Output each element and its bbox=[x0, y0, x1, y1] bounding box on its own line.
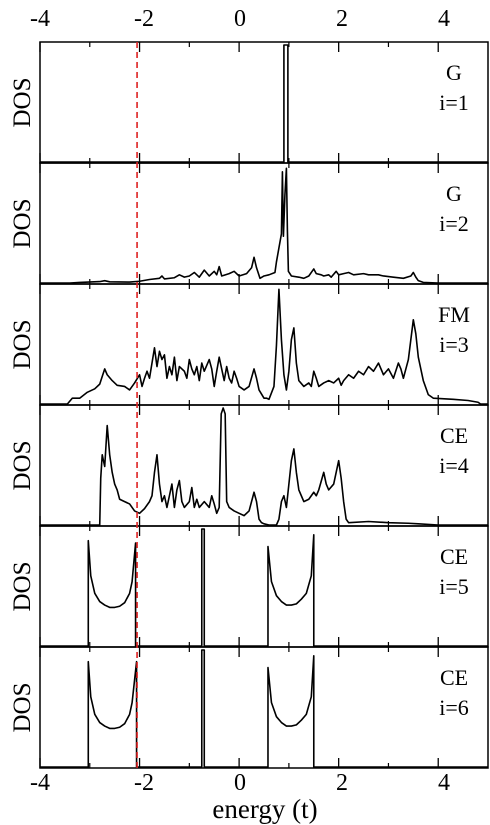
y-axis-label: DOS bbox=[9, 682, 36, 732]
top-x-tick-label: -2 bbox=[134, 6, 154, 32]
dos-curve bbox=[40, 44, 488, 163]
dos-curve bbox=[40, 167, 488, 284]
y-axis-label: DOS bbox=[9, 319, 36, 369]
panels-layer: DOSGi=1DOSGi=2DOSFMi=3DOSCEi=4DOSCEi=5DO… bbox=[9, 41, 489, 769]
bottom-x-tick-labels: -4 -2 0 2 4 bbox=[30, 770, 450, 796]
panel-state-label: CE bbox=[440, 423, 468, 448]
panel-index-label: i=6 bbox=[439, 695, 469, 720]
dos-panel: DOS CE i=4 bbox=[9, 404, 489, 527]
panel-state-label: G bbox=[446, 181, 462, 206]
dos-curve bbox=[40, 528, 488, 647]
panel-index-label: i=3 bbox=[439, 332, 469, 357]
panel-state-label: FM bbox=[438, 302, 470, 327]
top-x-tick-label: 2 bbox=[336, 6, 348, 32]
dos-curve bbox=[40, 407, 488, 526]
panel-state-label: CE bbox=[440, 665, 468, 690]
bottom-x-tick-label: -2 bbox=[134, 770, 154, 796]
panel-index-label: i=1 bbox=[439, 90, 469, 115]
top-x-tick-label: -4 bbox=[30, 6, 50, 32]
dos-panel: DOS Gi=1 bbox=[9, 41, 489, 164]
dos-curve bbox=[40, 649, 488, 768]
bottom-x-tick-label: 4 bbox=[438, 770, 450, 796]
panel-index-label: i=2 bbox=[439, 211, 469, 236]
panel-frame bbox=[39, 646, 489, 769]
panel-frame bbox=[39, 404, 489, 527]
y-axis-label: DOS bbox=[9, 77, 36, 127]
x-axis-title: energy (t) bbox=[212, 794, 317, 824]
panel-frame bbox=[39, 41, 489, 164]
bottom-x-tick-label: 0 bbox=[234, 770, 246, 796]
bottom-x-tick-label: -4 bbox=[30, 770, 50, 796]
dos-panel: DOS CE i=6 bbox=[9, 646, 489, 769]
panel-state-label: G bbox=[446, 60, 462, 85]
dos-panel: DOS FM i=3 bbox=[9, 283, 489, 406]
dos-panel: DOS Gi=2 bbox=[9, 162, 489, 285]
panel-frame bbox=[39, 162, 489, 285]
panel-index-label: i=5 bbox=[439, 574, 469, 599]
panel-frame bbox=[39, 525, 489, 648]
panel-frame bbox=[39, 283, 489, 406]
dos-panel: DOS CE i=5 bbox=[9, 525, 489, 648]
bottom-x-tick-label: 2 bbox=[336, 770, 348, 796]
y-axis-label: DOS bbox=[9, 198, 36, 248]
dos-curve bbox=[40, 288, 488, 405]
panel-state-label: CE bbox=[440, 544, 468, 569]
y-axis-label: DOS bbox=[9, 440, 36, 490]
y-axis-label: DOS bbox=[9, 561, 36, 611]
top-x-tick-label: 4 bbox=[438, 6, 450, 32]
top-x-tick-label: 0 bbox=[234, 6, 246, 32]
top-x-tick-labels: -4 -2 0 2 4 bbox=[30, 6, 450, 32]
panel-index-label: i=4 bbox=[439, 453, 469, 478]
